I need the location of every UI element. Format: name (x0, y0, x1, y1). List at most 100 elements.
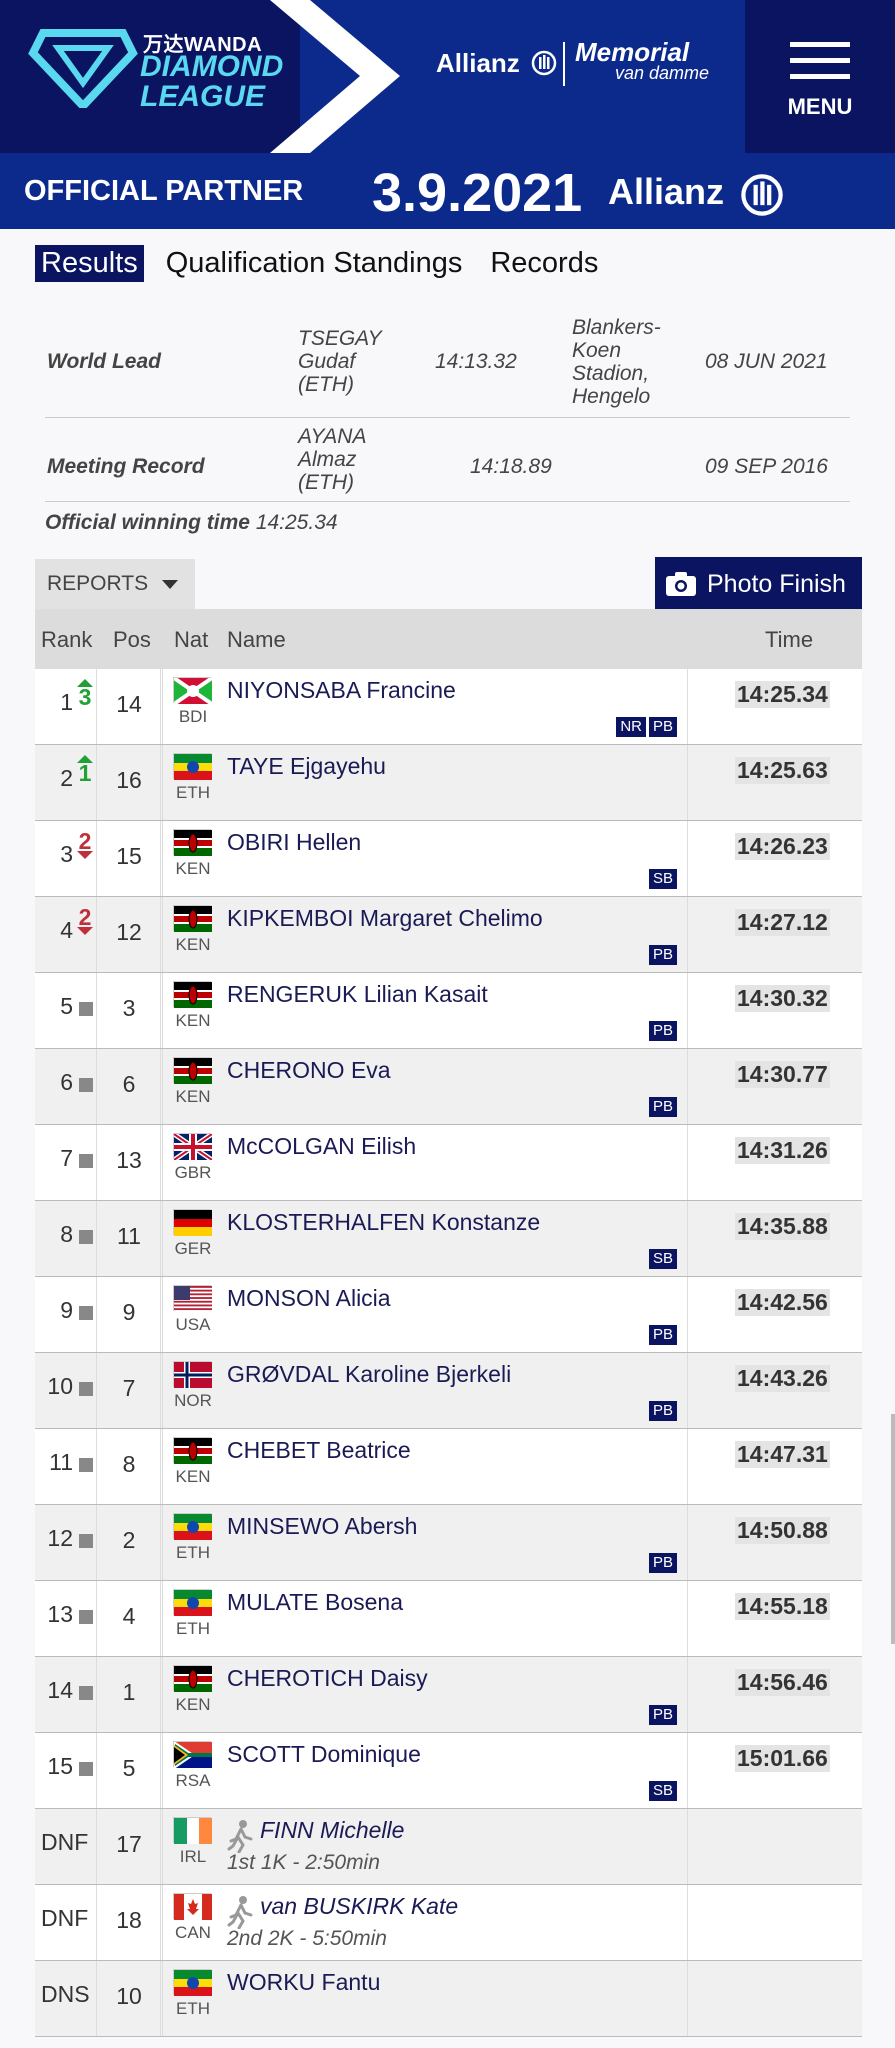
cell-border (686, 1505, 688, 1580)
table-row[interactable]: 6 6 KEN CHERONO Eva PB 14:30.77 (35, 1049, 862, 1125)
country-flag-icon (173, 1285, 212, 1312)
tab-results[interactable]: Results (35, 245, 144, 282)
rank: 3 (60, 841, 73, 867)
rank-cell (35, 1125, 97, 1200)
pos-cell (97, 1733, 161, 1808)
menu-button[interactable]: MENU (745, 0, 895, 153)
athlete-name[interactable]: van BUSKIRK Kate (260, 1893, 459, 1919)
lane-position: 16 (116, 767, 142, 793)
allianz-strip-wordmark: Allianz (608, 171, 725, 212)
athlete-name[interactable]: CHEBET Beatrice (227, 1437, 411, 1463)
results-tabs: Results Qualification Standings Records (35, 245, 604, 282)
result-time: 14:55.18 (735, 1593, 830, 1620)
athlete-name[interactable]: MULATE Bosena (227, 1589, 403, 1615)
record-badge: PB (648, 945, 677, 965)
cell-border (161, 1201, 163, 1276)
table-row[interactable]: DNF 17 IRL FINN Michelle 1st 1K - 2:50min (35, 1809, 862, 1885)
table-row[interactable]: DNF 18 CAN van BUSKIRK Kate 2nd 2K - 5:50min (35, 1885, 862, 1961)
result-time: 14:25.34 (735, 681, 830, 708)
athlete-name[interactable]: TAYE Ejgayehu (227, 753, 386, 779)
table-row[interactable]: 3 2 15 KEN OBIRI Hellen SB 14:26.23 (35, 821, 862, 897)
photo-finish-button[interactable]: Photo Finish (655, 557, 862, 611)
dnf-note: 2nd 2K - 5:50min (227, 1927, 387, 1950)
table-row[interactable]: 9 9 USA MONSON Alicia PB 14:42.56 (35, 1277, 862, 1353)
results-page: Results Qualification Standings Records … (0, 229, 895, 2048)
athlete-name[interactable]: NIYONSABA Francine (227, 677, 456, 703)
athlete-name[interactable]: KIPKEMBOI Margaret Chelimo (227, 905, 543, 931)
table-row[interactable]: 8 11 GER KLOSTERHALFEN Konstanze SB 14:35.88 (35, 1201, 862, 1277)
col-name: Name (227, 627, 286, 652)
rank-unchanged-icon (79, 1686, 93, 1700)
rank: 4 (60, 917, 73, 943)
table-row[interactable]: 10 7 NOR GRØVDAL Karoline Bjerkeli PB 14:43.2… (35, 1353, 862, 1429)
country-flag-icon (173, 1969, 212, 1996)
athlete-name[interactable]: FINN Michelle (260, 1817, 405, 1843)
table-row[interactable]: 2 1 16 ETH TAYE Ejgayehu 14:25.63 (35, 745, 862, 821)
country-flag-icon (173, 1437, 212, 1464)
caret-down-icon (162, 579, 179, 589)
country-code: KEN (175, 935, 211, 954)
cell-border (161, 1657, 163, 1732)
rank-cell (35, 1201, 97, 1276)
lane-position: 6 (122, 1071, 136, 1097)
site-header: 万达WANDA DIAMOND LEAGUE Allianz Memorial … (0, 0, 895, 153)
world-lead-label: World Lead (47, 350, 161, 373)
country-code: CAN (175, 1923, 211, 1942)
pos-cell (97, 1353, 161, 1428)
athlete-name[interactable]: RENGERUK Lilian Kasait (227, 981, 488, 1007)
athlete-name[interactable]: KLOSTERHALFEN Konstanze (227, 1209, 541, 1235)
cell-border (686, 1809, 688, 1884)
cell-border (686, 1733, 688, 1808)
country-code: NOR (174, 1391, 212, 1410)
country-code: KEN (175, 859, 211, 878)
pos-cell (97, 973, 161, 1048)
athlete-name[interactable]: MONSON Alicia (227, 1285, 391, 1311)
table-row[interactable]: 13 4 ETH MULATE Bosena 14:55.18 (35, 1581, 862, 1657)
badges: SB (648, 869, 677, 889)
table-row[interactable]: 14 1 KEN CHEROTICH Daisy PB 14:56.46 (35, 1657, 862, 1733)
memorial-sub: van damme (615, 63, 710, 83)
athlete-name[interactable]: WORKU Fantu (227, 1969, 381, 1995)
table-row[interactable]: 7 13 GBR McCOLGAN Eilish 14:31.26 (35, 1125, 862, 1201)
table-row[interactable]: 1 3 14 BDI NIYONSABA Francine NR PB 14:25.34 (35, 669, 862, 745)
country-code: IRL (179, 1847, 207, 1866)
table-row[interactable]: 4 2 12 KEN KIPKEMBOI Margaret Chelimo PB 14:27… (35, 897, 862, 973)
wanda-sponsor: 万达WANDA (143, 34, 263, 56)
table-row[interactable]: 11 8 KEN CHEBET Beatrice 14:47.31 (35, 1429, 862, 1505)
rank-unchanged-icon (79, 1382, 93, 1396)
venue-line: Koen (572, 339, 622, 362)
reports-label: REPORTS (47, 572, 149, 595)
athlete-name[interactable]: SCOTT Dominique (227, 1741, 421, 1767)
country-flag-icon (173, 1817, 212, 1844)
lane-position: 18 (116, 1907, 142, 1933)
athlete-name[interactable]: OBIRI Hellen (227, 829, 362, 855)
table-row[interactable]: DNS 10 ETH WORKU Fantu (35, 1961, 862, 2037)
reports-dropdown[interactable]: REPORTS (35, 559, 195, 609)
athlete-name[interactable]: CHERONO Eva (227, 1057, 391, 1083)
athlete-name[interactable]: McCOLGAN Eilish (227, 1133, 417, 1159)
pos-cell (97, 897, 161, 972)
athlete-name[interactable]: GRØVDAL Karoline Bjerkeli (227, 1361, 512, 1387)
lane-position: 15 (116, 843, 142, 869)
tab-qualification-standings[interactable]: Qualification Standings (165, 247, 463, 279)
pos-cell (97, 1505, 161, 1580)
scrollbar[interactable] (891, 1414, 895, 1644)
diamond-league-logo-icon[interactable] (28, 28, 138, 108)
rank-cell (35, 1657, 97, 1732)
athlete-name[interactable]: MINSEWO Abersh (227, 1513, 418, 1539)
country-flag-icon (172, 1131, 214, 1163)
cell-border (686, 1429, 688, 1504)
athlete-name[interactable]: CHEROTICH Daisy (227, 1665, 428, 1691)
rank: 2 (60, 765, 73, 791)
table-row[interactable]: 15 5 RSA SCOTT Dominique SB 15:01.66 (35, 1733, 862, 1809)
table-row[interactable]: 12 2 ETH MINSEWO Abersh PB 14:50.88 (35, 1505, 862, 1581)
rank-unchanged-icon (79, 1762, 93, 1776)
country-code: GBR (174, 1163, 212, 1182)
table-row[interactable]: 5 3 KEN RENGERUK Lilian Kasait PB 14:30.32 (35, 973, 862, 1049)
result-time: 14:50.88 (735, 1517, 830, 1544)
cell-border (686, 1125, 688, 1200)
tab-records[interactable]: Records (490, 247, 599, 279)
pos-cell (97, 1429, 161, 1504)
official-winning-time-row: Official winning time 14:25.34 (45, 511, 850, 541)
record-badge: PB (648, 1097, 677, 1117)
